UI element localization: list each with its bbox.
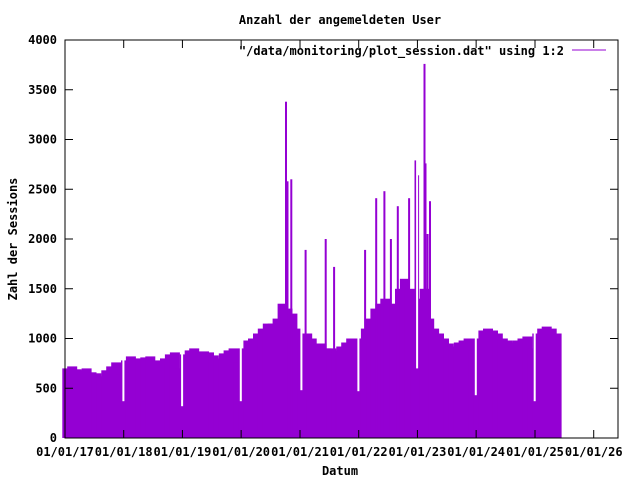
dip-bar xyxy=(239,40,242,402)
spike-bar xyxy=(364,249,367,438)
dip-bar xyxy=(181,40,184,407)
spike-bar xyxy=(383,191,386,438)
y-tick-label: 0 xyxy=(50,431,57,445)
y-tick-label: 500 xyxy=(35,381,57,395)
spike-bar xyxy=(424,163,427,438)
y-tick-label: 2000 xyxy=(28,232,57,246)
bar xyxy=(551,333,562,438)
spike-bar xyxy=(414,160,417,438)
x-tick-label: 01/01/23 xyxy=(389,445,447,459)
x-axis-label: Datum xyxy=(322,464,358,478)
spike-bar xyxy=(389,239,392,438)
x-tick-label: 01/01/26 xyxy=(565,445,623,459)
x-tick-label: 01/01/21 xyxy=(271,445,329,459)
spike-bar xyxy=(333,266,336,438)
spike-bar xyxy=(396,206,399,438)
y-tick-label: 1000 xyxy=(28,332,57,346)
y-tick-label: 4000 xyxy=(28,33,57,47)
chart-title: Anzahl der angemeldeten User xyxy=(239,13,441,27)
spike-bar xyxy=(408,198,411,438)
ticks-layer: 0 500 1000 1500 2000 2500 3000 3500 4000 01/01/17… xyxy=(28,33,623,459)
y-tick-label: 3500 xyxy=(28,83,57,97)
bars-layer xyxy=(62,40,562,439)
x-tick-label: 01/01/18 xyxy=(95,445,153,459)
legend: "/data/monitoring/plot_session.dat" usin… xyxy=(239,44,606,59)
spike-bar xyxy=(426,234,429,438)
legend-label: "/data/monitoring/plot_session.dat" usin… xyxy=(239,44,564,59)
spike-bar xyxy=(324,239,327,438)
x-tick-label: 01/01/19 xyxy=(154,445,212,459)
spike-bar xyxy=(290,179,293,439)
dip-bar xyxy=(533,40,536,402)
dip-bar xyxy=(416,40,419,369)
dip-bar xyxy=(300,40,303,391)
x-tick-label: 01/01/17 xyxy=(36,445,94,459)
y-axis-label: Zahl der Sessions xyxy=(6,178,20,301)
dip-bar xyxy=(357,40,360,392)
spike-bar xyxy=(285,232,288,438)
y-tick-label: 3000 xyxy=(28,133,57,147)
y-tick-label: 1500 xyxy=(28,282,57,296)
x-tick-label: 01/01/25 xyxy=(506,445,564,459)
x-tick-label: 01/01/24 xyxy=(447,445,505,459)
x-tick-label: 01/01/20 xyxy=(212,445,270,459)
spike-bar xyxy=(429,201,431,438)
dip-bar xyxy=(122,40,125,402)
plot-frame xyxy=(64,39,619,439)
y-tick-label: 2500 xyxy=(28,182,57,196)
x-tick-label: 01/01/22 xyxy=(330,445,388,459)
spike-bar xyxy=(304,249,307,438)
spike-bar xyxy=(375,198,378,438)
dip-bar xyxy=(474,40,477,396)
